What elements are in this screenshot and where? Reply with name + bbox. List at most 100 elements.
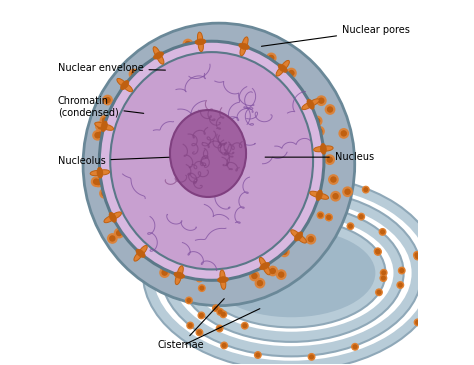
Ellipse shape	[294, 232, 303, 241]
Text: Chromatin
(condensed): Chromatin (condensed)	[58, 96, 144, 117]
Circle shape	[308, 354, 315, 360]
Circle shape	[374, 248, 381, 254]
Circle shape	[377, 291, 381, 294]
Circle shape	[98, 124, 103, 129]
Circle shape	[186, 297, 192, 304]
Ellipse shape	[109, 212, 116, 222]
Circle shape	[215, 233, 222, 239]
Circle shape	[190, 215, 196, 222]
Ellipse shape	[218, 277, 228, 283]
Circle shape	[276, 270, 286, 279]
Circle shape	[317, 96, 326, 105]
Ellipse shape	[316, 190, 322, 200]
Circle shape	[191, 216, 195, 220]
Circle shape	[129, 69, 139, 78]
Circle shape	[382, 271, 385, 274]
Ellipse shape	[259, 257, 267, 268]
Circle shape	[242, 322, 248, 329]
Circle shape	[319, 98, 324, 103]
Ellipse shape	[154, 52, 164, 59]
Ellipse shape	[174, 272, 184, 278]
Ellipse shape	[110, 212, 121, 219]
Circle shape	[96, 122, 105, 131]
Ellipse shape	[189, 214, 393, 332]
Circle shape	[96, 180, 101, 185]
Circle shape	[221, 312, 225, 316]
Circle shape	[308, 237, 313, 242]
Circle shape	[287, 68, 296, 78]
Circle shape	[325, 105, 335, 114]
Circle shape	[331, 177, 336, 182]
Circle shape	[95, 133, 100, 138]
Circle shape	[215, 233, 221, 239]
Circle shape	[198, 312, 205, 319]
Ellipse shape	[310, 191, 322, 197]
Circle shape	[214, 307, 218, 310]
Circle shape	[257, 281, 263, 286]
Ellipse shape	[104, 215, 115, 223]
Circle shape	[100, 189, 109, 198]
Circle shape	[268, 266, 277, 276]
Circle shape	[198, 277, 201, 280]
Circle shape	[343, 187, 352, 196]
Circle shape	[252, 273, 257, 278]
Ellipse shape	[117, 78, 127, 87]
Circle shape	[416, 320, 419, 324]
Circle shape	[325, 155, 335, 164]
Ellipse shape	[197, 219, 385, 327]
Circle shape	[289, 70, 294, 76]
Circle shape	[352, 343, 358, 350]
Circle shape	[299, 209, 306, 216]
Circle shape	[328, 175, 338, 184]
Ellipse shape	[177, 266, 183, 278]
Circle shape	[196, 329, 203, 336]
Text: Nuclear pores: Nuclear pores	[262, 25, 410, 46]
Text: Nuclear envelope: Nuclear envelope	[58, 64, 165, 73]
Circle shape	[363, 187, 369, 193]
Circle shape	[185, 201, 191, 208]
Circle shape	[301, 211, 304, 214]
Ellipse shape	[320, 143, 326, 154]
Circle shape	[199, 285, 205, 291]
Ellipse shape	[97, 170, 109, 175]
Ellipse shape	[100, 41, 324, 280]
Circle shape	[184, 245, 191, 252]
Ellipse shape	[198, 39, 203, 51]
Ellipse shape	[156, 53, 164, 64]
Circle shape	[200, 314, 203, 317]
Circle shape	[327, 216, 331, 219]
Circle shape	[187, 322, 193, 329]
Circle shape	[397, 282, 403, 288]
Circle shape	[131, 72, 137, 77]
Circle shape	[189, 216, 195, 223]
Circle shape	[315, 127, 324, 136]
Circle shape	[93, 131, 102, 140]
Circle shape	[416, 255, 419, 258]
Circle shape	[187, 245, 191, 248]
Circle shape	[228, 195, 235, 201]
Ellipse shape	[175, 273, 181, 285]
Ellipse shape	[302, 102, 313, 109]
Circle shape	[105, 97, 110, 103]
Circle shape	[160, 268, 169, 277]
Ellipse shape	[120, 81, 129, 90]
Circle shape	[213, 305, 219, 311]
Text: Nucleolus: Nucleolus	[58, 156, 169, 166]
Ellipse shape	[278, 64, 287, 72]
Circle shape	[353, 345, 357, 349]
Circle shape	[219, 310, 222, 314]
Circle shape	[358, 214, 365, 220]
Circle shape	[103, 95, 112, 105]
Circle shape	[185, 247, 189, 250]
Ellipse shape	[239, 43, 249, 50]
Circle shape	[230, 196, 234, 200]
Ellipse shape	[161, 190, 422, 356]
Circle shape	[217, 234, 220, 238]
Circle shape	[331, 192, 340, 201]
Circle shape	[187, 299, 191, 302]
Ellipse shape	[317, 193, 328, 199]
Circle shape	[256, 353, 260, 357]
Circle shape	[243, 219, 247, 222]
Circle shape	[185, 243, 192, 250]
Ellipse shape	[95, 122, 107, 128]
